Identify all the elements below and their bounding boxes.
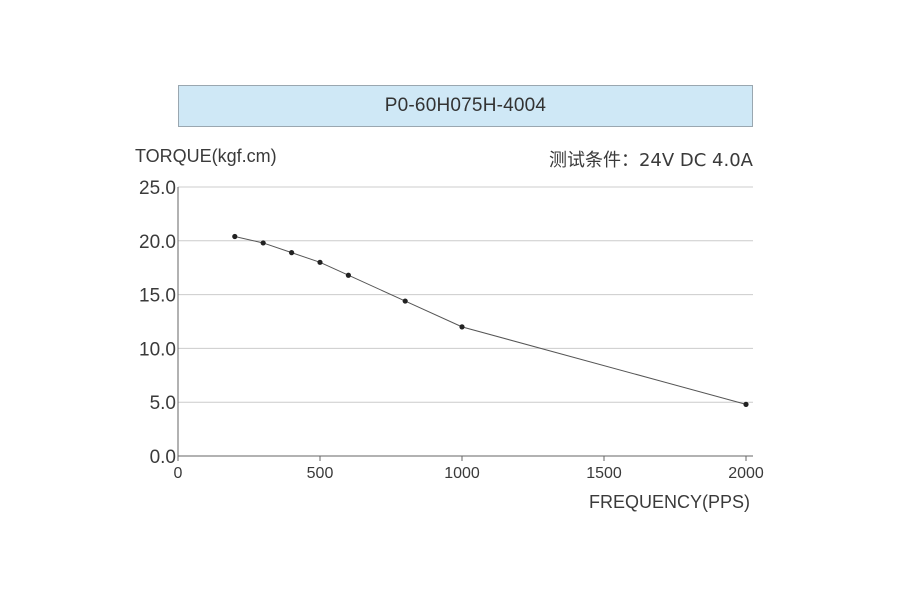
data-point bbox=[289, 250, 295, 256]
y-axis-label: TORQUE(kgf.cm) bbox=[135, 146, 277, 166]
y-tick-label: 15.0 bbox=[139, 286, 176, 307]
data-point bbox=[345, 272, 351, 278]
data-point bbox=[260, 240, 266, 246]
x-tick-label: 1000 bbox=[444, 465, 480, 482]
y-tick-label: 25.0 bbox=[139, 178, 176, 199]
series-line bbox=[234, 236, 747, 405]
axes bbox=[177, 187, 753, 461]
data-point bbox=[232, 233, 238, 240]
y-tick-labels: 0.0 5.0 10.0 15.0 20.0 25.0 bbox=[139, 178, 176, 468]
data-point bbox=[743, 401, 749, 407]
x-tick-label: 0 bbox=[174, 465, 183, 482]
x-tick-label: 1500 bbox=[586, 465, 622, 482]
y-tick-label: 5.0 bbox=[150, 393, 176, 414]
data-point bbox=[459, 324, 465, 330]
chart-title: P0-60H075H-4004 bbox=[178, 85, 753, 127]
series-group bbox=[232, 233, 749, 407]
y-tick-label: 0.0 bbox=[150, 447, 176, 468]
y-tick-label: 10.0 bbox=[139, 339, 176, 360]
x-axis-label: FREQUENCY(PPS) bbox=[588, 492, 750, 512]
data-point bbox=[402, 298, 408, 304]
y-tick-label: 20.0 bbox=[139, 232, 176, 253]
x-tick-label: 500 bbox=[307, 465, 334, 482]
x-tick-label: 2000 bbox=[728, 465, 764, 482]
test-condition-annotation: 测试条件：24V DC 4.0A bbox=[548, 150, 753, 171]
x-tick-labels: 0 500 1000 1500 2000 bbox=[174, 465, 764, 482]
grid-lines bbox=[178, 186, 753, 403]
data-point bbox=[317, 259, 323, 265]
